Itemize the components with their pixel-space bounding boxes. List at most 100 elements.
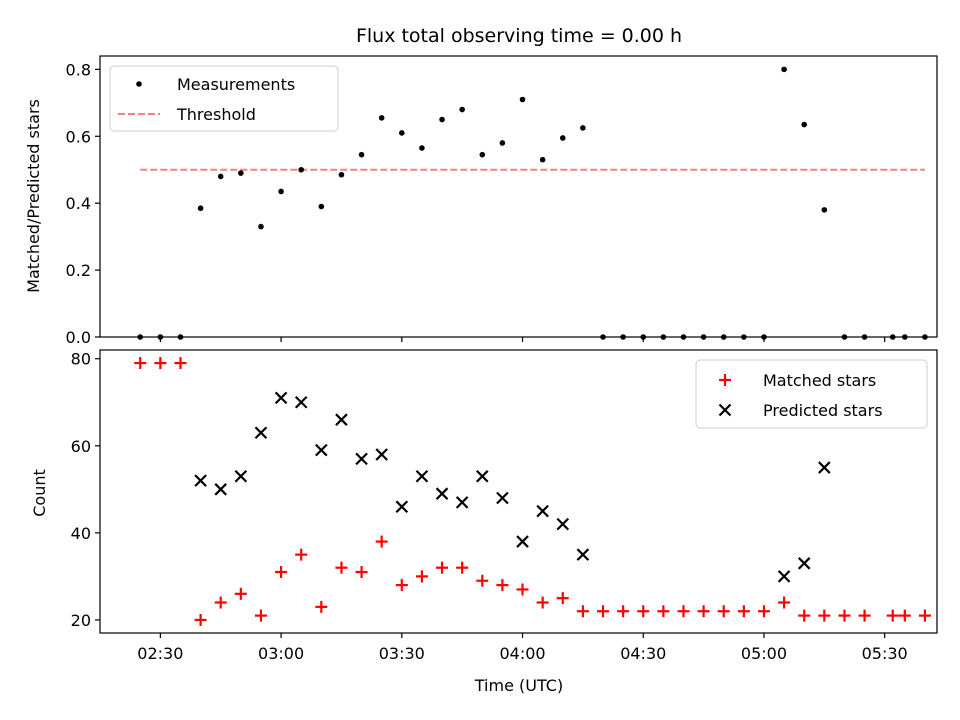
x-axis-label: Time (UTC): [474, 676, 563, 695]
measurement-point: [298, 167, 304, 173]
matched-star-point: [617, 605, 629, 617]
predicted-star-point: [316, 445, 327, 456]
predicted-star-point: [336, 414, 347, 425]
legend-matched-label: Matched stars: [763, 371, 876, 390]
predicted-star-point: [497, 493, 508, 504]
matched-star-point: [718, 605, 730, 617]
predicted-star-point: [296, 397, 307, 408]
matched-star-point: [919, 610, 931, 622]
bottom-legend: Matched stars Predicted stars: [696, 360, 927, 428]
matched-star-point: [577, 605, 589, 617]
matched-star-point: [396, 579, 408, 591]
top-y-tick-label: 0.6: [66, 127, 91, 146]
top-legend: Measurements Threshold: [110, 66, 338, 131]
matched-star-point: [887, 610, 899, 622]
measurement-point: [520, 97, 526, 103]
predicted-star-point: [437, 488, 448, 499]
matched-star-point: [436, 562, 448, 574]
measurement-point: [379, 115, 385, 121]
top-y-tick-label: 0.0: [66, 328, 91, 347]
bottom-x-tick-label: 04:30: [620, 644, 666, 663]
matched-star-point: [476, 575, 488, 587]
legend-predicted-label: Predicted stars: [763, 401, 883, 420]
matched-star-point: [315, 601, 327, 613]
matched-star-point: [637, 605, 649, 617]
predicted-star-point: [356, 453, 367, 464]
matched-star-point: [738, 605, 750, 617]
matched-star-point: [295, 549, 307, 561]
measurement-point: [801, 122, 807, 128]
top-y-tick-label: 0.2: [66, 261, 91, 280]
measurement-point: [198, 205, 204, 211]
matched-star-point: [818, 610, 830, 622]
top-y-tick-label: 0.4: [66, 194, 91, 213]
matched-star-point: [657, 605, 669, 617]
matched-star-point: [496, 579, 508, 591]
bottom-y-tick-label: 80: [71, 350, 91, 369]
predicted-star-point: [779, 571, 790, 582]
top-panel: 0.0 0.2 0.4 0.6 0.8 Measurements Threshold: [66, 56, 937, 347]
matched-star-point: [778, 597, 790, 609]
matched-star-point: [456, 562, 468, 574]
measurement-point: [359, 152, 365, 158]
bottom-x-tick-label: 05:30: [862, 644, 908, 663]
predicted-star-point: [396, 501, 407, 512]
predicted-star-point: [255, 427, 266, 438]
measurement-point: [479, 152, 485, 158]
predicted-star-point: [235, 471, 246, 482]
bottom-panel: 20 40 60 80 02:30 03:00 03:30 04:00 04:30 05:00 05…: [71, 350, 937, 663]
matched-star-point: [154, 357, 166, 369]
legend-measurements-marker: [136, 81, 142, 87]
legend-measurements-label: Measurements: [177, 75, 295, 94]
matched-star-point: [838, 610, 850, 622]
measurement-point: [540, 157, 546, 163]
matched-star-point: [416, 570, 428, 582]
measurement-point: [439, 117, 445, 123]
measurement-point: [500, 140, 506, 146]
matched-star-point: [376, 536, 388, 548]
matched-star-point: [134, 357, 146, 369]
measurement-point: [339, 172, 345, 178]
matched-star-point: [899, 610, 911, 622]
matched-star-point: [698, 605, 710, 617]
chart-figure: Flux total observing time = 0.00 h 0.00.…: [0, 0, 960, 720]
top-y-axis-label: Matched/Predicted stars: [24, 99, 43, 293]
bottom-x-tick-label: 03:00: [258, 644, 304, 663]
matched-star-point: [859, 610, 871, 622]
measurement-point: [319, 204, 325, 210]
predicted-star-point: [819, 462, 830, 473]
measurement-point: [238, 170, 244, 176]
matched-star-point: [235, 588, 247, 600]
matched-star-point: [597, 605, 609, 617]
matched-star-point: [335, 562, 347, 574]
matched-star-point: [677, 605, 689, 617]
measurement-point: [218, 174, 224, 180]
matched-star-point: [557, 592, 569, 604]
predicted-star-point: [799, 558, 810, 569]
measurement-point: [580, 125, 586, 131]
predicted-star-point: [416, 471, 427, 482]
bottom-x-tick-label: 04:00: [499, 644, 545, 663]
predicted-star-point: [276, 392, 287, 403]
measurement-point: [560, 135, 566, 141]
matched-star-point: [798, 610, 810, 622]
measurement-point: [278, 189, 284, 195]
predicted-star-point: [477, 471, 488, 482]
bottom-y-tick-label: 60: [71, 437, 91, 456]
matched-star-point: [356, 566, 368, 578]
measurement-point: [459, 107, 465, 113]
measurement-point: [258, 224, 264, 230]
predicted-star-point: [457, 497, 468, 508]
measurement-point: [822, 207, 828, 213]
bottom-y-tick-label: 40: [71, 524, 91, 543]
predicted-star-point: [195, 475, 206, 486]
chart-title: Flux total observing time = 0.00 h: [356, 25, 682, 47]
measurement-point: [399, 130, 405, 136]
top-y-tick-label: 0.8: [66, 60, 91, 79]
bottom-y-axis-label: Count: [30, 469, 49, 517]
predicted-star-point: [517, 536, 528, 547]
measurement-point: [781, 67, 787, 73]
bottom-x-tick-label: 05:00: [741, 644, 787, 663]
predicted-star-point: [577, 549, 588, 560]
bottom-x-tick-label: 02:30: [137, 644, 183, 663]
